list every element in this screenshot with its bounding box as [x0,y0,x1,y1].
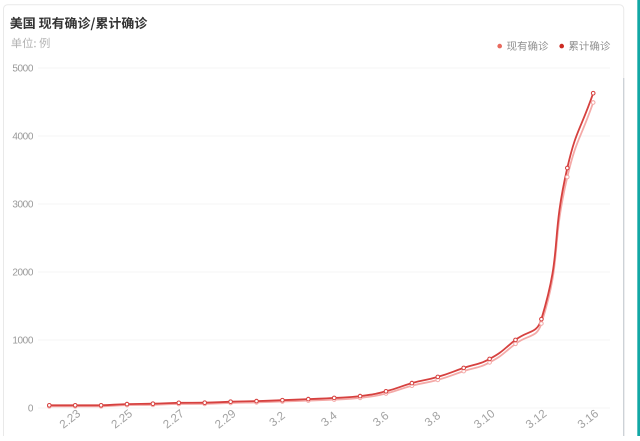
svg-text:0: 0 [28,404,34,415]
svg-text:3000: 3000 [12,200,33,211]
svg-text:1000: 1000 [12,336,33,347]
svg-text:4000: 4000 [12,132,33,143]
svg-text:5000: 5000 [12,64,33,75]
svg-text:2000: 2000 [12,268,33,279]
